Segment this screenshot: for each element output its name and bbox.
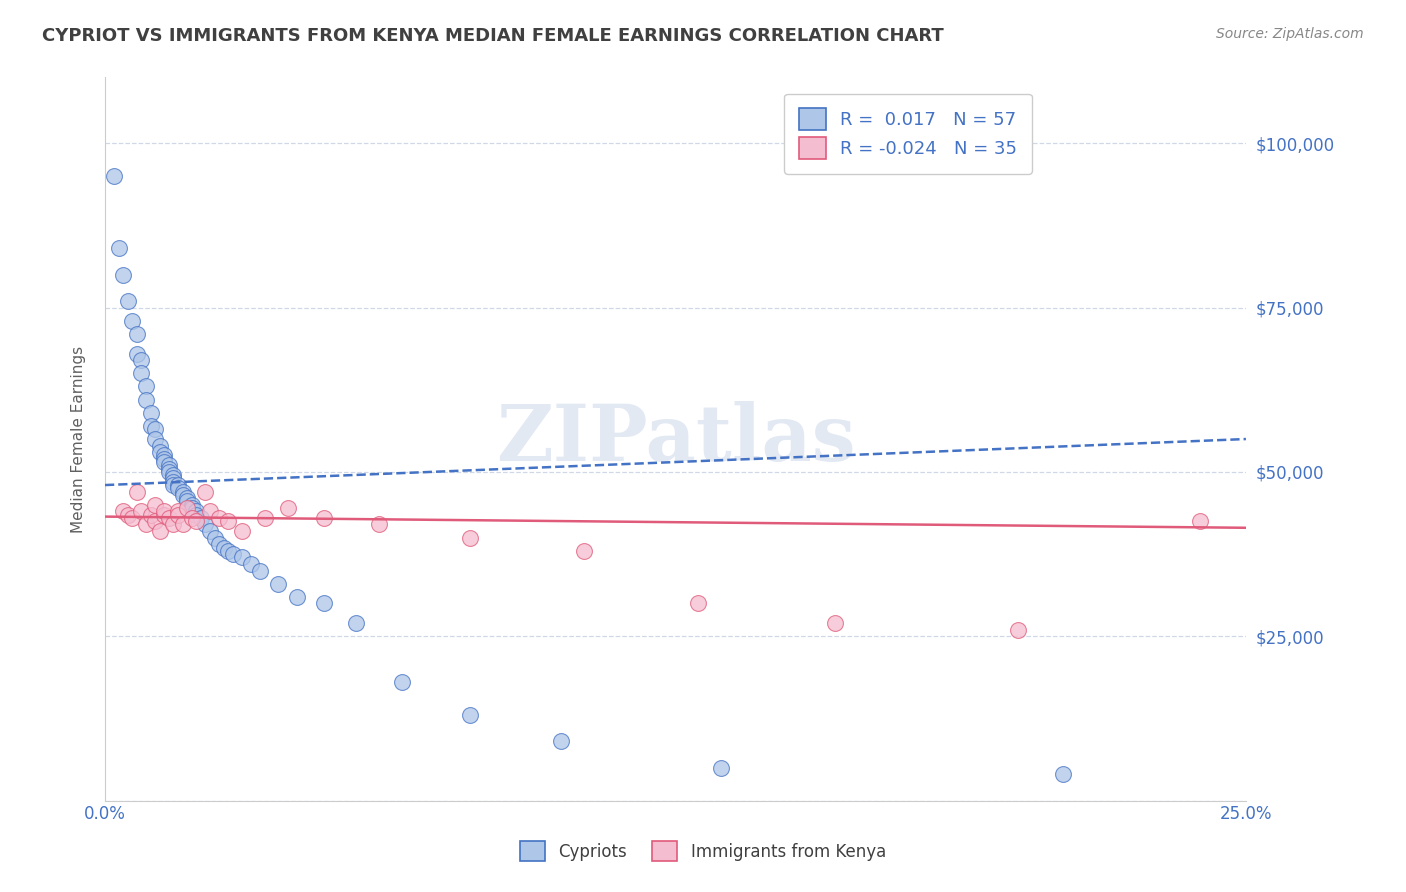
Point [162, 517, 184, 532]
Point [458, 708, 481, 723]
Legend: Cypriots, Immigrants from Kenya: Cypriots, Immigrants from Kenya [506, 828, 900, 875]
Point [121, 511, 143, 525]
Point [1052, 767, 1074, 781]
Point [167, 508, 190, 522]
Point [249, 564, 271, 578]
Point [198, 524, 221, 538]
Point [312, 596, 335, 610]
Point [277, 501, 299, 516]
Point [824, 616, 846, 631]
Y-axis label: Median Female Earnings: Median Female Earnings [72, 345, 86, 533]
Point [180, 511, 202, 525]
Point [135, 379, 157, 393]
Point [139, 508, 162, 522]
Point [153, 449, 176, 463]
Point [176, 501, 198, 516]
Point [153, 508, 176, 522]
Point [240, 557, 263, 571]
Point [550, 734, 572, 748]
Point [176, 491, 198, 506]
Point [149, 445, 172, 459]
Point [167, 478, 190, 492]
Point [167, 504, 190, 518]
Point [391, 675, 413, 690]
Point [131, 504, 153, 518]
Point [139, 406, 162, 420]
Point [153, 455, 176, 469]
Point [162, 468, 184, 483]
Point [367, 517, 389, 532]
Point [208, 537, 231, 551]
Point [162, 478, 184, 492]
Point [125, 346, 148, 360]
Point [217, 514, 239, 528]
Point [143, 422, 166, 436]
Point [103, 169, 125, 183]
Point [710, 761, 733, 775]
Point [112, 504, 135, 518]
Point [139, 418, 162, 433]
Point [285, 590, 308, 604]
Point [172, 484, 194, 499]
Point [153, 451, 176, 466]
Point [162, 475, 184, 489]
Point [107, 241, 129, 255]
Point [143, 514, 166, 528]
Point [180, 501, 202, 516]
Point [143, 498, 166, 512]
Point [344, 616, 367, 631]
Point [1007, 623, 1029, 637]
Point [312, 511, 335, 525]
Point [135, 392, 157, 407]
Point [157, 511, 180, 525]
Point [688, 596, 710, 610]
Point [231, 524, 253, 538]
Text: CYPRIOT VS IMMIGRANTS FROM KENYA MEDIAN FEMALE EARNINGS CORRELATION CHART: CYPRIOT VS IMMIGRANTS FROM KENYA MEDIAN … [42, 27, 943, 45]
Point [186, 504, 208, 518]
Point [172, 517, 194, 532]
Point [204, 531, 226, 545]
Point [231, 550, 253, 565]
Point [253, 511, 276, 525]
Point [458, 531, 481, 545]
Point [125, 484, 148, 499]
Point [125, 326, 148, 341]
Point [157, 465, 180, 479]
Point [186, 508, 208, 522]
Point [143, 432, 166, 446]
Point [162, 471, 184, 485]
Point [176, 494, 198, 508]
Point [212, 541, 235, 555]
Point [1189, 514, 1212, 528]
Point [208, 511, 231, 525]
Text: Source: ZipAtlas.com: Source: ZipAtlas.com [1216, 27, 1364, 41]
Point [172, 488, 194, 502]
Point [131, 353, 153, 368]
Point [186, 514, 208, 528]
Text: ZIPatlas: ZIPatlas [496, 401, 855, 477]
Point [153, 504, 176, 518]
Point [222, 547, 245, 561]
Point [217, 543, 239, 558]
Point [180, 498, 202, 512]
Point [112, 268, 135, 282]
Point [131, 366, 153, 380]
Point [149, 524, 172, 538]
Point [117, 293, 139, 308]
Point [117, 508, 139, 522]
Point [121, 314, 143, 328]
Point [167, 481, 190, 495]
Point [149, 439, 172, 453]
Point [135, 517, 157, 532]
Point [157, 458, 180, 473]
Point [157, 461, 180, 475]
Legend: R =  0.017   N = 57, R = -0.024   N = 35: R = 0.017 N = 57, R = -0.024 N = 35 [785, 94, 1032, 174]
Point [194, 484, 217, 499]
Point [267, 576, 290, 591]
Point [572, 543, 595, 558]
Point [194, 517, 217, 532]
Point [198, 504, 221, 518]
Point [190, 511, 212, 525]
